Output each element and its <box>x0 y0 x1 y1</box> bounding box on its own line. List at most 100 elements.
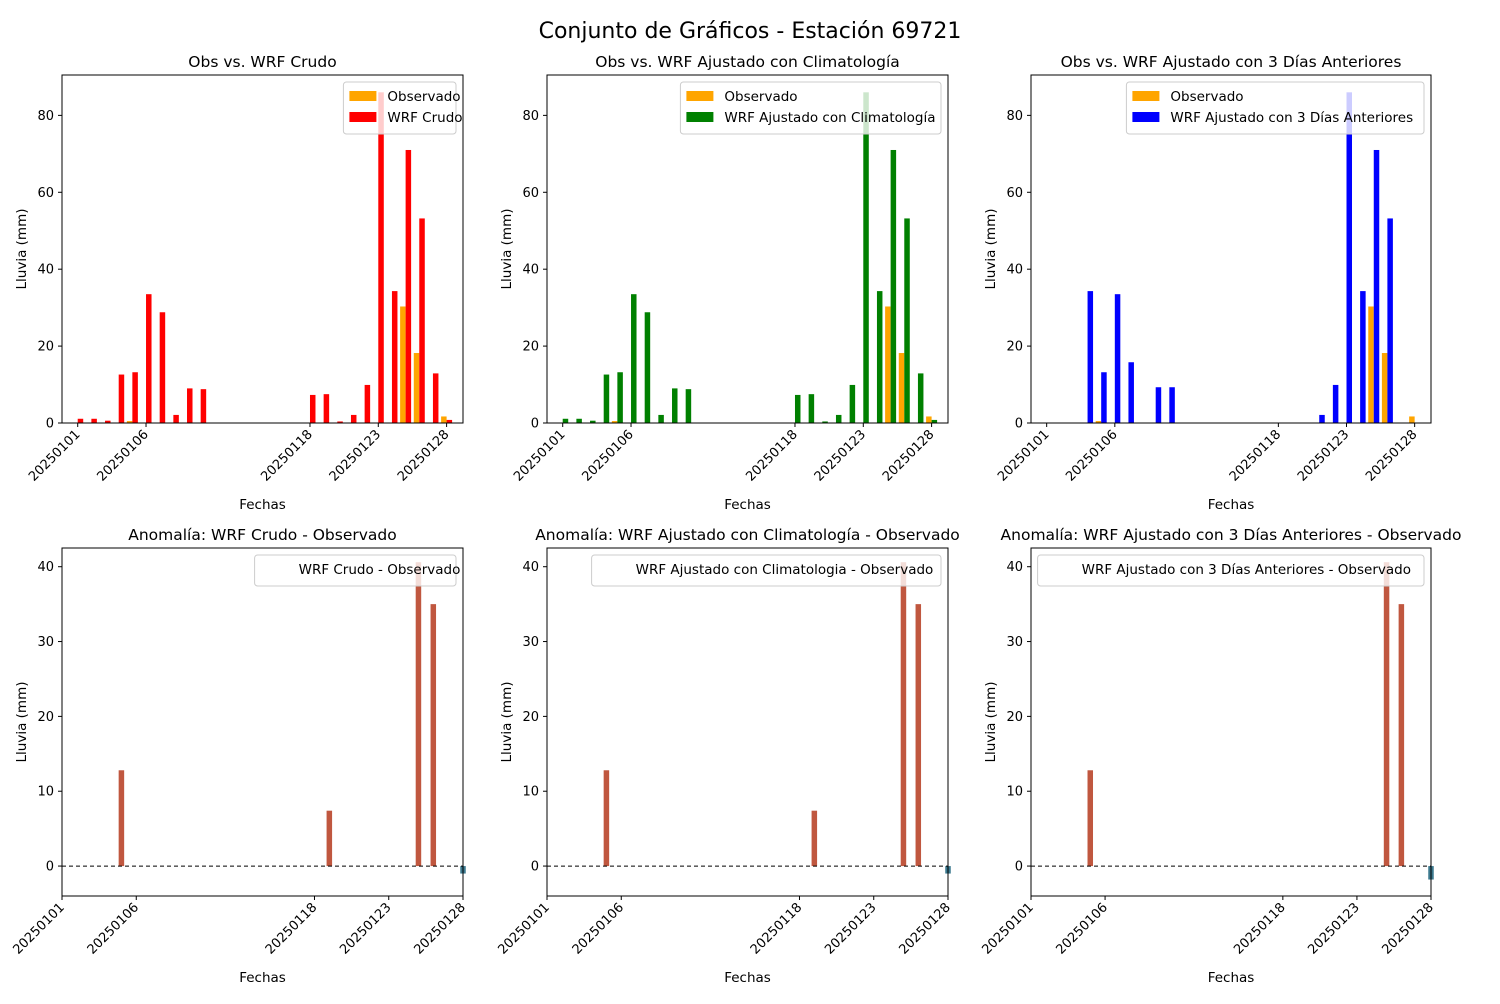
bar-anomalia-20250105 <box>118 770 125 867</box>
legend-swatch <box>1132 112 1160 122</box>
x-axis-label: Fechas <box>239 970 286 986</box>
x-axis-label: Fechas <box>724 497 771 513</box>
bar-wrf-20250109 <box>672 388 678 423</box>
x-tick-label: 20250118 <box>1231 900 1288 957</box>
legend-swatch <box>349 112 377 122</box>
legend-label: WRF Crudo - Observado <box>299 562 461 578</box>
legend-label: Observado <box>724 89 797 105</box>
x-tick-label: 20250128 <box>411 900 468 957</box>
y-tick-label: 20 <box>37 340 54 355</box>
legend-label: Observado <box>1170 89 1243 105</box>
bar-wrf-20250106 <box>1114 294 1121 423</box>
legend: Observado WRF Ajustado con 3 Días Anterio… <box>1125 81 1425 135</box>
y-tick-label: 80 <box>522 109 539 124</box>
legend: WRF Ajustado con Climatologia - Observad… <box>591 554 942 587</box>
y-tick-label: 80 <box>1006 109 1023 124</box>
legend-box <box>591 554 942 587</box>
bar-wrf-20250104 <box>1087 291 1094 423</box>
x-tick-label: 20250118 <box>748 900 805 957</box>
bar-wrf-20250110 <box>1169 387 1175 423</box>
x-axis-label: Fechas <box>1208 497 1255 513</box>
y-axis-label: Lluvia (mm) <box>14 682 30 763</box>
y-tick-label: 20 <box>522 710 539 725</box>
bar-anomalia-20250125 <box>1383 562 1390 867</box>
y-tick-label: 10 <box>1006 785 1023 800</box>
chart-title: Anomalía: WRF Crudo - Observado <box>128 526 397 544</box>
legend-swatch <box>349 91 377 101</box>
x-axis-label: Fechas <box>724 970 771 986</box>
x-axis-label: Fechas <box>1208 970 1255 986</box>
bar-wrf-20250122 <box>1332 384 1339 423</box>
bar-wrf-20250121 <box>350 414 357 423</box>
bar-wrf-20250104 <box>118 374 125 423</box>
legend-box <box>254 554 457 587</box>
y-tick-label: 20 <box>1006 340 1023 355</box>
chart-title: Obs vs. WRF Crudo <box>188 53 336 71</box>
chart-panel-bottom-left: 0 10 20 30 40 20250101 20250106 20250118 2025012… <box>10 526 468 986</box>
bar-wrf-20250109 <box>187 388 193 423</box>
bars <box>562 92 938 424</box>
x-tick-label: 20250123 <box>822 900 879 957</box>
bar-wrf-20250124 <box>876 291 883 423</box>
y-tick-label: 40 <box>1006 263 1023 278</box>
bar-wrf-20250122 <box>364 384 371 423</box>
bar-observado-20250126 <box>413 353 420 423</box>
y-tick-label: 10 <box>37 785 54 800</box>
x-tick-label: 20250106 <box>570 900 627 957</box>
bar-observado-20250105 <box>611 421 618 423</box>
y-tick-label: 40 <box>37 560 54 575</box>
x-tick-label: 20250101 <box>979 900 1036 957</box>
bars <box>1087 92 1415 424</box>
x-tick-label: 20250123 <box>1295 427 1352 484</box>
bar-wrf-20250102 <box>91 418 97 423</box>
bar-wrf-20250123 <box>378 92 384 424</box>
x-tick-label: 20250128 <box>880 427 937 484</box>
bar-observado-20250105 <box>126 421 133 423</box>
x-tick-label: 20250128 <box>1379 900 1436 957</box>
bar-wrf-20250128 <box>446 419 453 423</box>
bar-anomalia-20250125 <box>415 562 422 867</box>
y-tick-label: 0 <box>1015 417 1023 432</box>
x-tick-label: 20250106 <box>1063 427 1120 484</box>
y-tick-label: 60 <box>522 186 539 201</box>
bar-wrf-20250127 <box>917 373 924 423</box>
bar-wrf-20250118 <box>309 394 316 423</box>
bar-wrf-20250104 <box>603 374 610 423</box>
legend: Observado WRF Crudo <box>342 81 463 135</box>
bar-wrf-20250126 <box>419 218 425 423</box>
bar-wrf-20250101 <box>77 418 84 423</box>
y-tick-label: 20 <box>1006 710 1023 725</box>
bar-wrf-20250108 <box>658 414 664 423</box>
bar-wrf-20250126 <box>904 218 910 423</box>
y-tick-label: 0 <box>531 860 539 875</box>
bar-wrf-20250103 <box>590 420 596 423</box>
x-tick-label: 20250123 <box>1305 900 1362 957</box>
x-tick-label: 20250118 <box>263 900 320 957</box>
bar-wrf-20250119 <box>323 394 330 423</box>
bar-wrf-20250121 <box>1319 414 1325 423</box>
bar-observado-20250125 <box>885 306 891 423</box>
chart-title: Obs vs. WRF Ajustado con Climatología <box>595 53 900 71</box>
bar-wrf-20250108 <box>173 414 179 423</box>
legend-swatch <box>686 112 714 122</box>
y-tick-label: 30 <box>37 635 54 650</box>
x-tick-label: 20250128 <box>896 900 953 957</box>
bars <box>118 562 466 874</box>
bar-wrf-20250105 <box>1101 372 1107 423</box>
bar-anomalia-20250105 <box>603 770 610 867</box>
x-tick-label: 20250106 <box>85 900 142 957</box>
y-tick-label: 0 <box>46 860 54 875</box>
x-tick-label: 20250123 <box>812 427 869 484</box>
y-tick-label: 0 <box>46 417 54 432</box>
axes-frame <box>1030 547 1432 897</box>
y-tick-label: 0 <box>531 417 539 432</box>
figure-title: Conjunto de Gráficos - Estación 69721 <box>539 19 962 44</box>
bar-anomalia-20250105 <box>1087 770 1094 867</box>
axes-frame <box>61 74 464 424</box>
legend-label: WRF Ajustado con 3 Días Anteriores <box>1170 110 1413 126</box>
y-tick-label: 30 <box>1006 635 1023 650</box>
bar-observado-20250126 <box>898 353 905 423</box>
bar-wrf-20250107 <box>159 312 166 423</box>
bars <box>603 562 951 874</box>
